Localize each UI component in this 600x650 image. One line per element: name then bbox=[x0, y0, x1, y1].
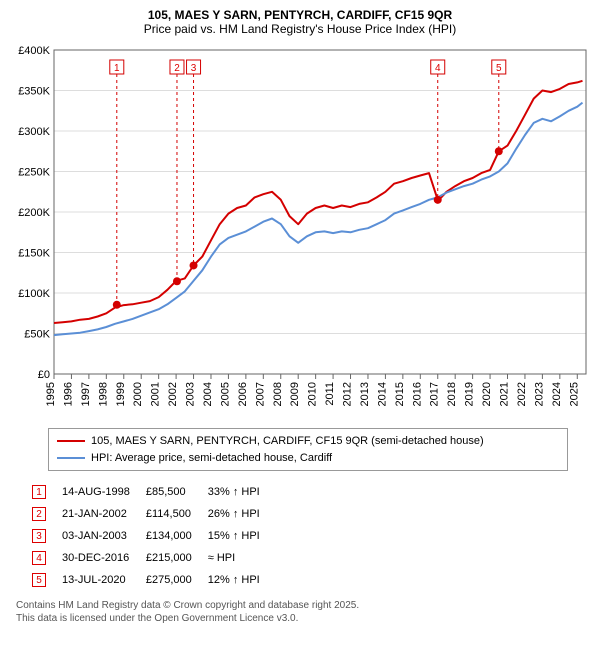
table-row: 4 30-DEC-2016£215,000≈ HPI bbox=[28, 547, 272, 569]
svg-text:2008: 2008 bbox=[272, 382, 284, 406]
chart-title-line2: Price paid vs. HM Land Registry's House … bbox=[8, 22, 592, 36]
svg-text:3: 3 bbox=[191, 63, 197, 74]
svg-text:2002: 2002 bbox=[167, 382, 179, 406]
svg-text:2006: 2006 bbox=[237, 382, 249, 406]
svg-text:2022: 2022 bbox=[516, 382, 528, 406]
svg-text:1: 1 bbox=[114, 63, 120, 74]
legend-label-1: 105, MAES Y SARN, PENTYRCH, CARDIFF, CF1… bbox=[91, 433, 484, 450]
svg-text:2010: 2010 bbox=[307, 382, 319, 406]
legend-row-1: 105, MAES Y SARN, PENTYRCH, CARDIFF, CF1… bbox=[57, 433, 559, 450]
table-row: 2 21-JAN-2002£114,50026% ↑ HPI bbox=[28, 503, 272, 525]
price-chart: £0 £50K £100K £150K £200K £250K £300K £350K £400… bbox=[8, 42, 592, 422]
svg-text:1997: 1997 bbox=[80, 382, 92, 406]
legend: 105, MAES Y SARN, PENTYRCH, CARDIFF, CF1… bbox=[48, 428, 568, 471]
svg-text:£350K: £350K bbox=[18, 86, 50, 98]
svg-text:1995: 1995 bbox=[45, 382, 57, 406]
svg-text:1996: 1996 bbox=[62, 382, 74, 406]
svg-text:£200K: £200K bbox=[18, 207, 50, 219]
svg-text:2013: 2013 bbox=[359, 382, 371, 406]
tx-date: 30-DEC-2016 bbox=[58, 547, 142, 569]
legend-label-2: HPI: Average price, semi-detached house,… bbox=[91, 450, 332, 467]
footer-line-2: This data is licensed under the Open Gov… bbox=[16, 612, 592, 625]
svg-text:1998: 1998 bbox=[97, 382, 109, 406]
svg-text:2019: 2019 bbox=[464, 382, 476, 406]
svg-text:2025: 2025 bbox=[568, 382, 580, 406]
tx-price: £275,000 bbox=[142, 569, 204, 591]
svg-text:2018: 2018 bbox=[446, 382, 458, 406]
svg-text:5: 5 bbox=[496, 63, 502, 74]
legend-row-2: HPI: Average price, semi-detached house,… bbox=[57, 450, 559, 467]
svg-text:2023: 2023 bbox=[533, 382, 545, 406]
svg-text:2016: 2016 bbox=[411, 382, 423, 406]
chart-svg: £0 £50K £100K £150K £200K £250K £300K £350K £400… bbox=[8, 42, 592, 422]
tx-date: 21-JAN-2002 bbox=[58, 503, 142, 525]
tx-marker: 1 bbox=[32, 485, 46, 499]
svg-text:2011: 2011 bbox=[324, 382, 336, 406]
tx-marker: 3 bbox=[32, 529, 46, 543]
svg-text:2014: 2014 bbox=[376, 382, 388, 406]
tx-price: £215,000 bbox=[142, 547, 204, 569]
svg-text:2020: 2020 bbox=[481, 382, 493, 406]
svg-text:£50K: £50K bbox=[24, 329, 50, 341]
svg-text:2001: 2001 bbox=[150, 382, 162, 406]
table-row: 5 13-JUL-2020£275,00012% ↑ HPI bbox=[28, 569, 272, 591]
legend-swatch-1 bbox=[57, 440, 85, 442]
svg-text:4: 4 bbox=[435, 63, 441, 74]
tx-diff: 15% ↑ HPI bbox=[204, 525, 272, 547]
tx-price: £134,000 bbox=[142, 525, 204, 547]
footer-line-1: Contains HM Land Registry data © Crown c… bbox=[16, 599, 592, 612]
transactions-table: 1 14-AUG-1998£85,50033% ↑ HPI 2 21-JAN-2002… bbox=[28, 481, 272, 591]
svg-text:£150K: £150K bbox=[18, 248, 50, 260]
tx-diff: ≈ HPI bbox=[204, 547, 272, 569]
svg-text:£0: £0 bbox=[38, 369, 50, 381]
tx-date: 14-AUG-1998 bbox=[58, 481, 142, 503]
tx-date: 13-JUL-2020 bbox=[58, 569, 142, 591]
svg-text:2009: 2009 bbox=[289, 382, 301, 406]
tx-marker: 2 bbox=[32, 507, 46, 521]
table-row: 1 14-AUG-1998£85,50033% ↑ HPI bbox=[28, 481, 272, 503]
svg-text:£300K: £300K bbox=[18, 126, 50, 138]
svg-text:1999: 1999 bbox=[115, 382, 127, 406]
legend-swatch-2 bbox=[57, 457, 85, 459]
tx-price: £114,500 bbox=[142, 503, 204, 525]
tx-diff: 12% ↑ HPI bbox=[204, 569, 272, 591]
svg-text:2017: 2017 bbox=[429, 382, 441, 406]
svg-text:2004: 2004 bbox=[202, 382, 214, 406]
svg-text:2015: 2015 bbox=[394, 382, 406, 406]
svg-text:2000: 2000 bbox=[132, 382, 144, 406]
svg-text:2012: 2012 bbox=[342, 382, 354, 406]
svg-text:2024: 2024 bbox=[551, 382, 563, 406]
svg-text:£400K: £400K bbox=[18, 45, 50, 57]
tx-diff: 26% ↑ HPI bbox=[204, 503, 272, 525]
svg-text:2021: 2021 bbox=[499, 382, 511, 406]
footer-attribution: Contains HM Land Registry data © Crown c… bbox=[16, 599, 592, 625]
tx-price: £85,500 bbox=[142, 481, 204, 503]
tx-date: 03-JAN-2003 bbox=[58, 525, 142, 547]
svg-text:£250K: £250K bbox=[18, 167, 50, 179]
svg-text:2: 2 bbox=[174, 63, 180, 74]
tx-marker: 5 bbox=[32, 573, 46, 587]
svg-text:2003: 2003 bbox=[185, 382, 197, 406]
svg-text:2007: 2007 bbox=[254, 382, 266, 406]
svg-text:2005: 2005 bbox=[219, 382, 231, 406]
table-row: 3 03-JAN-2003£134,00015% ↑ HPI bbox=[28, 525, 272, 547]
tx-diff: 33% ↑ HPI bbox=[204, 481, 272, 503]
svg-text:£100K: £100K bbox=[18, 288, 50, 300]
tx-marker: 4 bbox=[32, 551, 46, 565]
chart-title-line1: 105, MAES Y SARN, PENTYRCH, CARDIFF, CF1… bbox=[8, 8, 592, 22]
